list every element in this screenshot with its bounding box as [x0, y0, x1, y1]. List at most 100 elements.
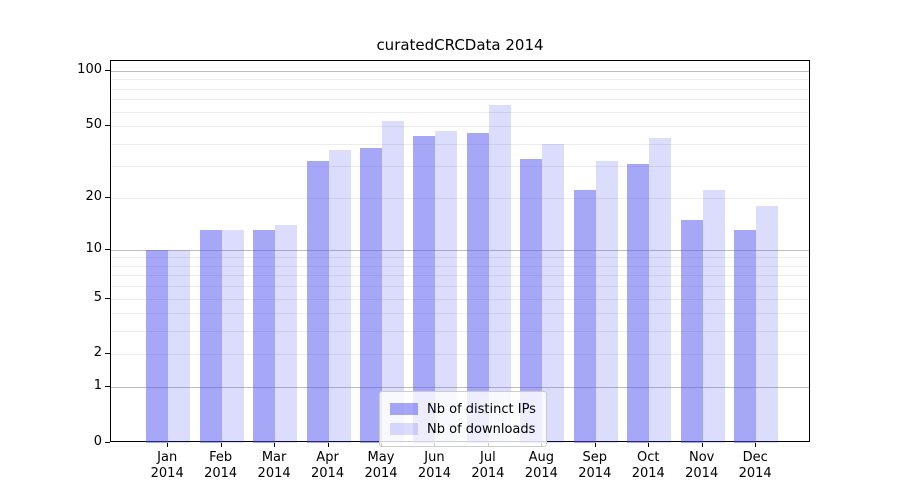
bar-feb-downloads [221, 230, 244, 443]
year-label: 2014 [257, 466, 291, 481]
bar-jun-ips [413, 136, 436, 443]
year-label: 2014 [311, 466, 345, 481]
y-tick-label: 5 [93, 289, 102, 305]
year-label: 2014 [150, 466, 184, 481]
bar-aug-ips [520, 158, 543, 443]
y-tick-label: 20 [85, 188, 102, 204]
minor-gridline [111, 126, 809, 128]
month-label: Mar [261, 450, 287, 465]
month-label: Jan [157, 450, 178, 465]
year-label: 2014 [738, 466, 772, 481]
legend: Nb of distinct IPs Nb of downloads [379, 391, 547, 447]
year-label: 2014 [631, 466, 665, 481]
y-tick-mark [105, 196, 110, 198]
month-label: Aug [528, 450, 555, 465]
month-label: Dec [742, 450, 768, 465]
x-tick-mark [220, 443, 222, 447]
bar-may-ips [360, 147, 382, 443]
y-tick-label: 100 [77, 61, 102, 77]
minor-gridline [111, 275, 809, 277]
year-label: 2014 [364, 466, 398, 481]
minor-gridline [111, 111, 809, 113]
y-tick-mark [105, 297, 110, 299]
x-tick-label-feb: Feb 2014 [189, 450, 253, 482]
year-label: 2014 [471, 466, 505, 481]
y-tick-mark [105, 69, 110, 71]
minor-gridline [111, 298, 809, 300]
x-tick-mark [167, 443, 169, 447]
y-tick-label: 1 [93, 378, 102, 394]
year-label: 2014 [578, 466, 612, 481]
year-label: 2014 [685, 466, 719, 481]
minor-gridline [111, 286, 809, 288]
x-tick-label-may: May 2014 [349, 450, 413, 482]
x-tick-label-nov: Nov 2014 [670, 450, 734, 482]
legend-entry: Nb of downloads [390, 419, 536, 439]
minor-gridline [111, 79, 809, 81]
bar-sep-ips [573, 190, 596, 443]
y-tick-mark [105, 353, 110, 355]
major-gridline [111, 387, 809, 389]
year-label: 2014 [417, 466, 451, 481]
month-label: Feb [209, 450, 233, 465]
bar-jul-ips [466, 132, 489, 443]
bar-mar-ips [253, 230, 276, 443]
minor-gridline [111, 166, 809, 168]
bar-aug-downloads [542, 143, 565, 443]
bar-oct-ips [627, 163, 650, 443]
major-gridline [111, 249, 809, 251]
legend-swatch [390, 423, 418, 435]
month-label: Sep [582, 450, 608, 465]
y-tick-label: 50 [85, 117, 102, 133]
minor-gridline [111, 354, 809, 356]
month-label: Jun [424, 450, 445, 465]
x-tick-mark [327, 443, 329, 447]
month-label: Jul [480, 450, 496, 465]
bar-jan-downloads [168, 249, 191, 443]
bar-jan-ips [146, 249, 169, 443]
x-tick-label-jun: Jun 2014 [402, 450, 466, 482]
legend-label: Nb of distinct IPs [427, 401, 536, 417]
legend-entry: Nb of distinct IPs [390, 399, 536, 419]
bar-nov-downloads [702, 190, 725, 443]
x-tick-label-oct: Oct 2014 [616, 450, 680, 482]
bar-oct-downloads [649, 137, 672, 443]
minor-gridline [111, 331, 809, 333]
bar-jul-downloads [488, 105, 511, 443]
x-tick-label-sep: Sep 2014 [563, 450, 627, 482]
x-tick-mark [594, 443, 596, 447]
month-label: Oct [637, 450, 660, 465]
x-tick-mark [701, 443, 703, 447]
legend-swatch [390, 403, 418, 415]
y-tick-label: 2 [93, 345, 102, 361]
x-tick-label-jan: Jan 2014 [135, 450, 199, 482]
bar-dec-ips [734, 230, 757, 443]
year-label: 2014 [524, 466, 558, 481]
month-label: Nov [689, 450, 715, 465]
bar-may-downloads [382, 121, 404, 443]
month-label: May [367, 450, 395, 465]
plot-area [110, 60, 810, 443]
minor-gridline [111, 313, 809, 315]
x-tick-label-dec: Dec 2014 [723, 450, 787, 482]
minor-gridline [111, 88, 809, 90]
x-tick-mark [274, 443, 276, 447]
chart-title: curatedCRCData 2014 [376, 36, 544, 54]
minor-gridline [111, 143, 809, 145]
y-tick-label: 0 [93, 434, 102, 449]
bar-feb-ips [199, 230, 222, 443]
x-tick-mark [755, 443, 757, 447]
bar-mar-downloads [275, 224, 298, 443]
bar-apr-downloads [328, 149, 351, 443]
x-tick-label-aug: Aug 2014 [509, 450, 573, 482]
minor-gridline [111, 257, 809, 259]
y-tick-mark [105, 125, 110, 127]
y-tick-mark [105, 442, 110, 443]
minor-gridline [111, 99, 809, 101]
legend-label: Nb of downloads [427, 421, 536, 437]
bar-nov-ips [680, 219, 703, 443]
x-tick-label-jul: Jul 2014 [456, 450, 520, 482]
year-label: 2014 [204, 466, 238, 481]
x-tick-mark [648, 443, 650, 447]
